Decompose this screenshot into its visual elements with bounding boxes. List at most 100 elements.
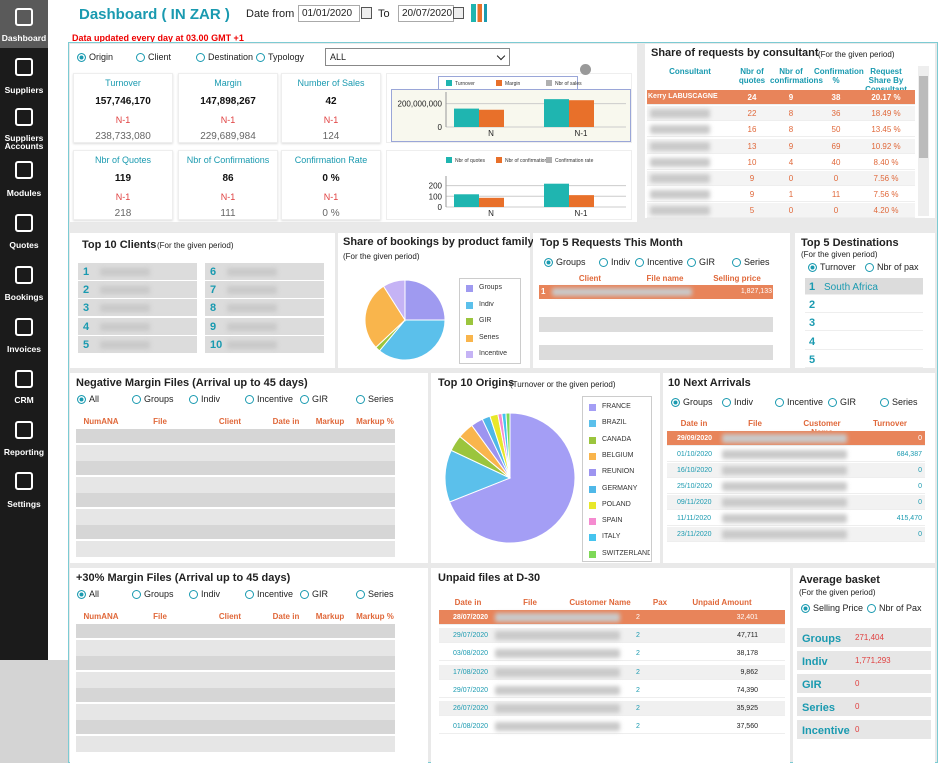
- radio-label[interactable]: Incentive: [787, 397, 824, 407]
- radio-button[interactable]: [245, 590, 254, 599]
- radio-label[interactable]: Selling Price: [813, 603, 864, 613]
- radio-label[interactable]: Series: [892, 397, 918, 407]
- radio-button[interactable]: [189, 590, 198, 599]
- radio-label[interactable]: Destination: [208, 52, 254, 62]
- radio-label[interactable]: Indiv: [201, 589, 221, 599]
- radio-label[interactable]: Series: [744, 257, 770, 267]
- radio-button[interactable]: [599, 258, 608, 267]
- radio-button[interactable]: [867, 604, 876, 613]
- radio-label[interactable]: Origin: [89, 52, 114, 62]
- radio-label[interactable]: GIR: [312, 589, 329, 599]
- radio-button[interactable]: [671, 398, 680, 407]
- empty-row: [76, 688, 395, 702]
- radio-button[interactable]: [245, 395, 254, 404]
- radio-button[interactable]: [808, 263, 817, 272]
- radio-button[interactable]: [132, 395, 141, 404]
- radio-label[interactable]: Series: [368, 589, 394, 599]
- sidebar-icon[interactable]: [15, 318, 33, 336]
- sidebar-label[interactable]: Suppliers: [4, 85, 44, 95]
- radio-label[interactable]: Nbr of Pax: [879, 603, 922, 613]
- kpi-prev-label: N-1: [115, 115, 131, 125]
- radio-button[interactable]: [544, 258, 553, 267]
- sidebar-label[interactable]: Settings: [7, 499, 41, 509]
- sidebar-label[interactable]: CRM: [14, 395, 34, 405]
- sidebar-icon[interactable]: [15, 8, 33, 26]
- radio-button[interactable]: [196, 53, 205, 62]
- table-cell: 9,862: [740, 668, 758, 676]
- sidebar-label[interactable]: Dashboard: [1, 33, 47, 43]
- sidebar-label[interactable]: Bookings: [4, 292, 44, 302]
- radio-label[interactable]: GIR: [312, 394, 329, 404]
- sidebar-label[interactable]: Modules: [6, 188, 42, 198]
- radio-label[interactable]: Nbr of pax: [877, 262, 919, 272]
- radio-button[interactable]: [732, 258, 741, 267]
- radio-label[interactable]: Client: [148, 52, 172, 62]
- radio-label[interactable]: All: [89, 394, 100, 404]
- radio-label[interactable]: Groups: [144, 394, 174, 404]
- radio-button[interactable]: [775, 398, 784, 407]
- sidebar-label[interactable]: Suppliers Accounts: [4, 133, 44, 151]
- mini-bar-chart: Nbr of quotes Nbr of confirmation Confirma…: [429, 157, 626, 218]
- radio-button[interactable]: [77, 590, 86, 599]
- radio-label[interactable]: Typology: [268, 52, 305, 62]
- radio-button[interactable]: [136, 53, 145, 62]
- radio-button[interactable]: [880, 398, 889, 407]
- radio-label[interactable]: GIR: [699, 257, 716, 267]
- sidebar-icon[interactable]: [15, 472, 33, 490]
- sidebar-label[interactable]: Reporting: [3, 447, 45, 457]
- radio-label[interactable]: Incentive: [647, 257, 684, 267]
- radio-label[interactable]: Groups: [144, 589, 174, 599]
- select-box[interactable]: ALL: [325, 48, 510, 66]
- calendar-icon[interactable]: [361, 7, 372, 19]
- radio-button[interactable]: [687, 258, 696, 267]
- radio-label[interactable]: Incentive: [257, 589, 294, 599]
- panel-title: Top 5 Destinations: [801, 237, 899, 249]
- calendar-icon[interactable]: [453, 7, 464, 19]
- radio-button[interactable]: [189, 395, 198, 404]
- radio-button[interactable]: [256, 53, 265, 62]
- radio-button[interactable]: [77, 53, 86, 62]
- date-input[interactable]: 20/07/2020: [398, 5, 454, 22]
- date-input[interactable]: 01/01/2020: [298, 5, 360, 22]
- radio-label[interactable]: Indiv: [201, 394, 221, 404]
- sidebar-icon[interactable]: [15, 161, 33, 179]
- radio-label[interactable]: Indiv: [611, 257, 631, 267]
- table-cell: 18.49 %: [871, 109, 901, 119]
- sidebar-icon[interactable]: [15, 108, 33, 126]
- radio-label[interactable]: Groups: [683, 397, 713, 407]
- sidebar-icon[interactable]: [15, 370, 33, 388]
- column-header: Date in: [272, 612, 300, 621]
- close-button[interactable]: [580, 64, 591, 75]
- basket-label: Indiv: [802, 656, 828, 668]
- chart-icon[interactable]: [471, 4, 487, 22]
- radio-label[interactable]: Incentive: [257, 394, 294, 404]
- column-header: Nbr of confirmations: [770, 67, 823, 85]
- sidebar-icon[interactable]: [15, 421, 33, 439]
- radio-button[interactable]: [300, 395, 309, 404]
- radio-button[interactable]: [356, 395, 365, 404]
- radio-label[interactable]: All: [89, 589, 100, 599]
- radio-button[interactable]: [828, 398, 837, 407]
- sidebar-icon[interactable]: [15, 266, 33, 284]
- radio-button[interactable]: [722, 398, 731, 407]
- sidebar-icon[interactable]: [15, 58, 33, 76]
- client-rank: 1: [83, 266, 90, 278]
- radio-label[interactable]: Series: [368, 394, 394, 404]
- blurred-text: [722, 498, 847, 507]
- sidebar-label[interactable]: Invoices: [6, 344, 42, 354]
- radio-label[interactable]: GIR: [840, 397, 857, 407]
- radio-button[interactable]: [300, 590, 309, 599]
- scroll-thumb[interactable]: [919, 76, 928, 158]
- radio-button[interactable]: [635, 258, 644, 267]
- sidebar-label[interactable]: Quotes: [9, 240, 39, 250]
- radio-label[interactable]: Turnover: [820, 262, 856, 272]
- radio-button[interactable]: [356, 590, 365, 599]
- destination-rank: 2: [809, 299, 816, 312]
- radio-button[interactable]: [801, 604, 810, 613]
- radio-label[interactable]: Indiv: [734, 397, 754, 407]
- radio-button[interactable]: [132, 590, 141, 599]
- radio-label[interactable]: Groups: [556, 257, 586, 267]
- radio-button[interactable]: [865, 263, 874, 272]
- radio-button[interactable]: [77, 395, 86, 404]
- sidebar-icon[interactable]: [15, 214, 33, 232]
